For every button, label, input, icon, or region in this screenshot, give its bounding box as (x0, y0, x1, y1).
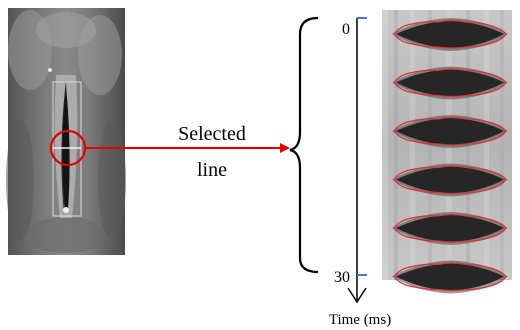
glottal-contour (393, 68, 507, 98)
annotation-selected: Selected (178, 123, 246, 145)
kymogram-image (382, 10, 512, 294)
kymogram-frame (392, 260, 508, 294)
time-axis-label: Time (ms) (329, 312, 391, 328)
time-start-label: 0 (342, 21, 350, 38)
annotation-line: line (197, 159, 227, 181)
larynx-image (6, 8, 126, 255)
kymogram-frame (392, 212, 508, 245)
time-axis (347, 17, 367, 304)
glottal-contour (393, 262, 507, 292)
roi-rectangle (52, 81, 82, 217)
glottal-contour (393, 19, 507, 49)
glottal-contour (393, 165, 507, 195)
glottal-contour (393, 213, 507, 243)
kymogram-frame (392, 18, 508, 51)
kymogram-frame (392, 66, 508, 100)
kymogram-frame (392, 115, 508, 148)
kymogram-frame (392, 163, 508, 197)
time-brace (289, 16, 319, 274)
time-end-label: 30 (334, 269, 350, 286)
glottal-contour (393, 116, 507, 146)
